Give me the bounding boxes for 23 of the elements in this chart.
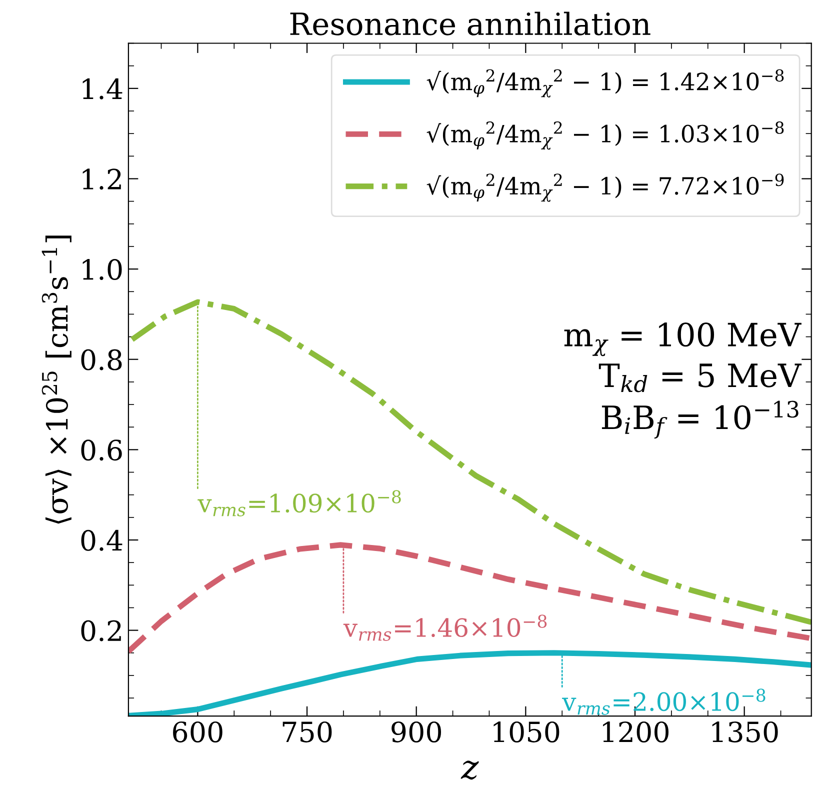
annotation: v$_{rms}$=1.46×10$^{−8}$ — [343, 614, 547, 641]
chart-title: Resonance annihilation — [290, 12, 650, 36]
y-tick-label: 0.8 — [81, 349, 122, 370]
legend-label: √(m$_{φ}$$^{2}$/4m$_{χ}$$^{2}$ − 1) = 7.72×10$^{−9}$ — [426, 174, 784, 202]
legend-label: √(m$_{φ}$$^{2}$/4m$_{χ}$$^{2}$ − 1) = 1.03×10$^{−8}$ — [426, 121, 784, 150]
x-tick-label: 1350 — [712, 721, 778, 742]
y-tick-label: 1.0 — [82, 258, 122, 280]
x-tick-label: 750 — [282, 721, 332, 742]
x-tick-label: 1050 — [494, 721, 560, 742]
x-axis-title: z — [460, 760, 479, 780]
y-axis-title: ⟨σv⟩ ×10$^{25}$ [cm$^{3}$s$^{−1}$] — [42, 236, 72, 524]
legend-label: √(m$_{φ}$$^{2}$/4m$_{χ}$$^{2}$ − 1) = 1.42×10$^{−8}$ — [426, 69, 784, 98]
annotation: v$_{rms}$=2.00×10$^{−8}$ — [562, 688, 766, 715]
y-tick-label: 0.2 — [81, 620, 121, 642]
y-tick-label: 1.2 — [82, 168, 121, 190]
x-tick-label: 900 — [392, 721, 442, 742]
y-tick-label: 0.6 — [81, 440, 122, 461]
x-tick-label: 600 — [173, 721, 222, 742]
text: m$_{χ}$ = 100 MeV T$_{kd}$ = 5 MeV B$_{i}$B$_{f}$ = 10$^{−13}$ — [564, 322, 802, 439]
x-tick-label: 1200 — [603, 721, 668, 742]
y-tick-label: 1.4 — [82, 78, 122, 100]
annotation: v$_{rms}$=1.09×10$^{−8}$ — [198, 490, 401, 516]
y-tick-label: 0.4 — [81, 530, 122, 551]
